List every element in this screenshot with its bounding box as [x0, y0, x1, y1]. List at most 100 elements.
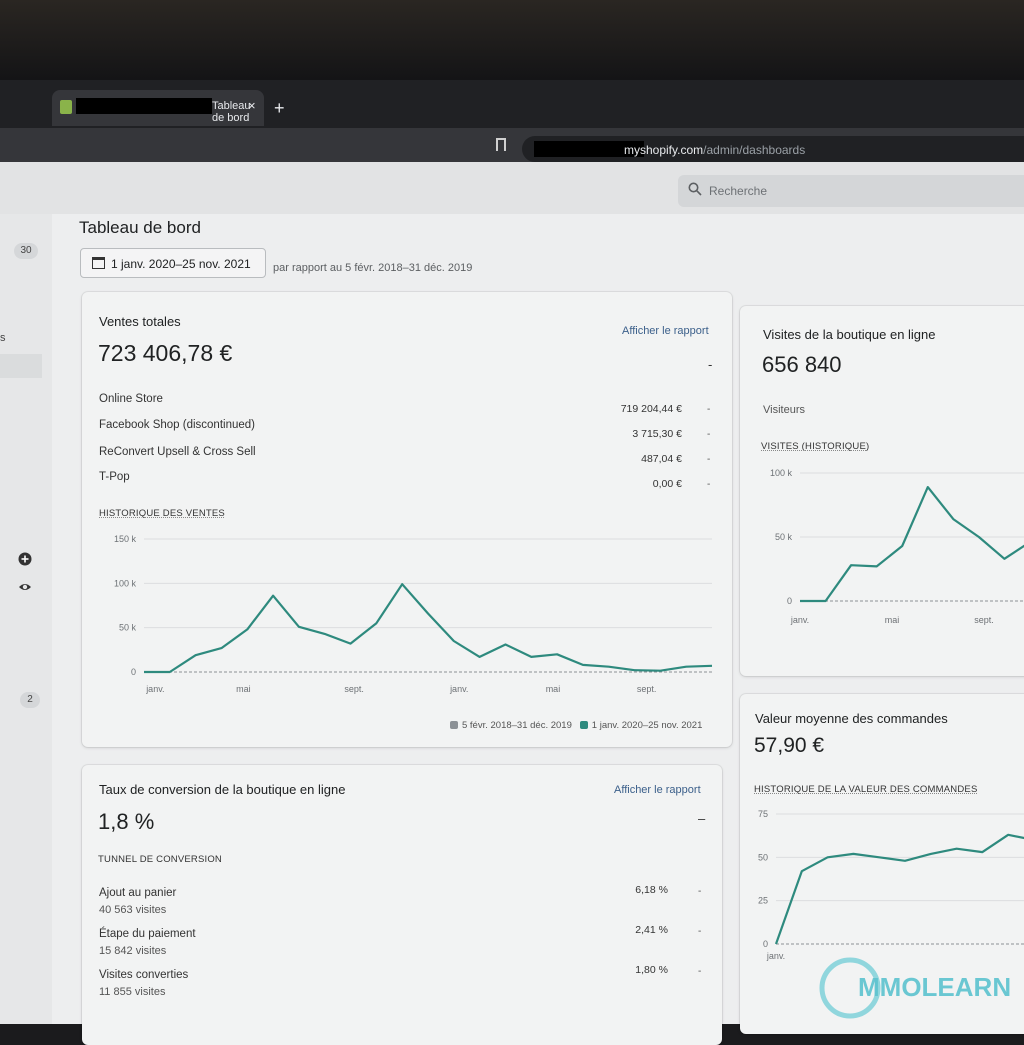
funnel-step-visits: 15 842 visites [99, 945, 167, 957]
conversion-value: 1,8 % [98, 809, 155, 834]
series-line [144, 583, 713, 674]
sidebar-item-selected[interactable] [0, 354, 42, 378]
x-tick-label: sept. [637, 684, 657, 694]
funnel-step-name: Étape du paiement [99, 928, 196, 940]
browser-tab[interactable]: Tableau de bord × [52, 90, 264, 126]
visitors-label: Visiteurs [763, 404, 805, 416]
channel-name: Online Store [99, 393, 163, 405]
y-tick-label: 100 k [770, 468, 793, 478]
sales-history-title: HISTORIQUE DES VENTES [99, 508, 225, 519]
x-tick-label: janv. [449, 684, 468, 694]
funnel-step-name: Ajout au panier [99, 887, 177, 899]
channel-change: - [707, 479, 711, 490]
monitor-bezel [0, 0, 1024, 80]
funnel-step-name: Visites converties [99, 969, 189, 981]
sales-view-report-link[interactable]: Afficher le rapport [622, 325, 709, 337]
y-tick-label: 25 [758, 896, 768, 906]
add-circle-icon[interactable] [18, 552, 32, 566]
y-tick-label: 50 k [775, 532, 793, 542]
channel-value: 719 204,44 € [620, 403, 682, 415]
visits-history-title: VISITES (HISTORIQUE) [761, 441, 870, 452]
aov-title: Valeur moyenne des commandes [755, 711, 948, 726]
aov-history-chart: 75 50 25 0 janv. [758, 809, 1024, 961]
tab-title: Tableau de bord [212, 100, 251, 124]
channel-change: - [707, 404, 711, 415]
mmolearn-watermark-logo: MMOLEARN [819, 957, 1011, 1019]
legend-previous: 5 févr. 2018–31 déc. 2019 [462, 720, 572, 731]
aov-value: 57,90 € [754, 734, 825, 757]
chart-legend: 5 févr. 2018–31 déc. 2019 1 janv. 2020–2… [450, 720, 702, 731]
eye-icon[interactable] [18, 580, 32, 594]
funnel-step-change: - [698, 926, 702, 937]
x-tick-label: mai [236, 684, 251, 694]
legend-swatch-current [579, 721, 588, 729]
funnel-step-rate: 1,80 % [635, 964, 668, 976]
sales-history-chart: 150 k 100 k 50 k 0 janv. mai sept. janv. mai sept… [114, 534, 713, 694]
average-order-value-card: Valeur moyenne des commandes 57,90 € HIS… [740, 694, 1024, 1034]
calendar-icon [92, 257, 105, 269]
close-tab-icon[interactable]: × [248, 98, 256, 113]
sidebar [0, 214, 52, 1024]
total-sales-value: 723 406,78 € [98, 340, 233, 366]
online-store-visits-card: Visites de la boutique en ligne 656 840 … [740, 306, 1024, 676]
channel-value: 3 715,30 € [632, 428, 682, 440]
channel-value: 487,04 € [641, 453, 682, 465]
redacted-store-name [76, 98, 212, 114]
funnel-step-rate: 2,41 % [635, 924, 668, 936]
apps-count-badge: 2 [20, 692, 40, 708]
y-tick-label: 50 [758, 852, 768, 862]
funnel-step-change: - [698, 966, 702, 977]
redacted-store-subdomain [534, 141, 644, 157]
conversion-rate-card: Taux de conversion de la boutique en lig… [82, 765, 722, 1045]
visits-value: 656 840 [762, 352, 842, 377]
x-tick-label: mai [885, 615, 900, 625]
total-sales-title: Ventes totales [99, 314, 181, 329]
orders-count-badge: 30 [14, 243, 38, 259]
channel-change: - [707, 454, 711, 465]
watermark-text: MMOLEARN [858, 972, 1011, 1002]
channel-name: T-Pop [99, 471, 130, 483]
conversion-change: – [698, 811, 706, 826]
page-title: Tableau de bord [79, 218, 201, 237]
url-field[interactable]: myshopify.com/admin/dashboards [522, 136, 1024, 162]
funnel-step-visits: 40 563 visites [99, 904, 167, 916]
channel-name: ReConvert Upsell & Cross Sell [99, 446, 256, 458]
search-input[interactable]: Recherche [678, 175, 1024, 207]
y-tick-label: 0 [787, 596, 792, 606]
channel-change: - [707, 429, 711, 440]
series-line [774, 833, 1024, 945]
y-tick-label: 150 k [114, 534, 137, 544]
visits-title: Visites de la boutique en ligne [763, 327, 936, 342]
search-placeholder: Recherche [709, 184, 768, 198]
x-tick-label: sept. [344, 684, 364, 694]
total-sales-change: - [708, 357, 713, 372]
sidebar-clipped-label: s [0, 332, 6, 344]
x-tick-label: sept. [974, 615, 994, 625]
shopify-favicon-icon [60, 100, 72, 114]
date-range-label: 1 janv. 2020–25 nov. 2021 [111, 257, 251, 271]
total-sales-card: Ventes totales Afficher le rapport 723 4… [82, 292, 732, 747]
y-tick-label: 0 [131, 667, 136, 677]
legend-swatch-previous [450, 721, 458, 729]
url-text: myshopify.com/admin/dashboards [624, 143, 806, 157]
aov-history-title: HISTORIQUE DE LA VALEUR DES COMMANDES [754, 784, 978, 795]
x-tick-label: janv. [790, 615, 809, 625]
legend-current: 1 janv. 2020–25 nov. 2021 [591, 720, 703, 731]
funnel-title: TUNNEL DE CONVERSION [98, 854, 222, 865]
conversion-title: Taux de conversion de la boutique en lig… [99, 782, 346, 797]
channel-name: Facebook Shop (discontinued) [99, 419, 255, 431]
search-icon [688, 182, 702, 196]
y-tick-label: 50 k [119, 623, 137, 633]
funnel-step-change: - [698, 886, 702, 897]
funnel-step-visits: 11 855 visites [99, 986, 166, 998]
date-range-button[interactable]: 1 janv. 2020–25 nov. 2021 [80, 248, 266, 278]
y-tick-label: 0 [763, 939, 768, 949]
conversion-view-report-link[interactable]: Afficher le rapport [614, 784, 701, 796]
y-tick-label: 100 k [114, 578, 137, 588]
channel-value: 0,00 € [652, 478, 682, 490]
bookmark-icon[interactable] [496, 138, 506, 151]
comparison-period: par rapport au 5 févr. 2018–31 déc. 2019 [273, 262, 473, 274]
new-tab-button[interactable]: + [274, 98, 285, 118]
visits-history-chart: 100 k 50 k 0 janv. mai sept. [770, 468, 1024, 625]
x-tick-label: janv. [145, 684, 164, 694]
